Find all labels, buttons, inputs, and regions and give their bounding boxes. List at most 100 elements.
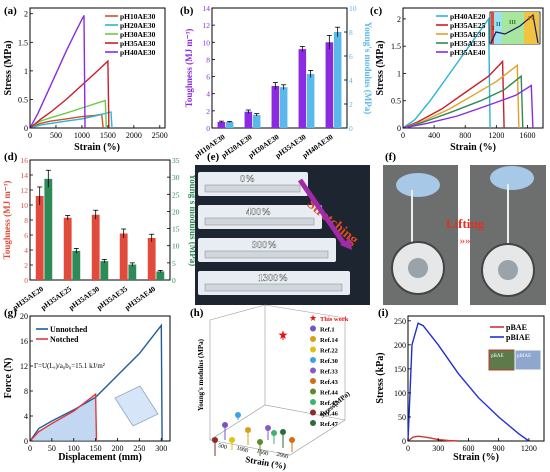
h-legend-marker-5	[310, 367, 316, 374]
b-bar-1-3	[306, 74, 315, 128]
h-legend-marker-2	[310, 336, 316, 342]
panel-c-ticks: 0 400 800 1200 1600 0 0.5 1 1.5 2	[391, 15, 535, 140]
d-ytick-label-6: 12	[21, 186, 29, 195]
h-xtick-3: 2000	[276, 452, 289, 461]
panel-c-ylabel: Stress (MPa)	[375, 40, 386, 95]
h-legend-label-1: Ref.1	[320, 327, 335, 334]
i-xtick-label-4: 1200	[521, 444, 537, 453]
c-xtick-label-4: 1600	[519, 131, 535, 140]
h-xtick-1: 1000	[236, 446, 249, 455]
panel-e-label: (e)	[207, 151, 220, 163]
d-bar-0-2	[91, 214, 100, 280]
panel-i-series	[407, 322, 530, 442]
i-ytick-label-3: 150	[394, 365, 406, 374]
d-bar-1-4	[156, 271, 165, 280]
d-ytick-right-label-0: 0	[172, 276, 176, 285]
a-ytick-label-4: 2	[24, 10, 28, 19]
panel-g-label: (g)	[4, 307, 17, 319]
i-xtick-label-0: 0	[406, 444, 410, 453]
b-ytick-label-4: 8	[206, 55, 210, 64]
g-ytick-label-4: 16	[20, 337, 28, 346]
a-xtick-label-3: 1500	[100, 131, 116, 140]
legend-pbiae: pBIAE	[506, 333, 530, 342]
legend-pbae: pBAE	[506, 323, 527, 332]
panel-a-ylabel: Stress (MPa)	[3, 40, 14, 95]
d-ytick-label-2: 4	[24, 246, 28, 255]
c-ytick-label-4: 2	[397, 15, 401, 24]
panel-h-box	[209, 304, 346, 456]
inset-region-1	[491, 12, 494, 44]
photo-f-hand-left	[396, 173, 440, 197]
b-bar-1-4	[333, 32, 342, 128]
i-ytick-label-5: 250	[394, 317, 406, 326]
inset-label-2: II	[496, 22, 501, 28]
c-legend-label-1: pH35AE25	[450, 21, 486, 30]
b-bar-0-4	[325, 42, 334, 128]
photo-f-lifting: Lifting	[446, 216, 485, 231]
h-point-3	[229, 437, 235, 443]
h-point-10	[280, 429, 286, 435]
c-series-line-1	[402, 59, 505, 129]
d-ytick-right-label-5: 25	[172, 190, 180, 199]
panel-i: (i) 0 300 600 900 1200 0 50 100 150 200 250 pBAE p…	[375, 307, 545, 463]
b-ytick-label-6: 12	[203, 21, 211, 30]
d-ytick-label-4: 8	[24, 216, 28, 225]
g-series-line-1	[29, 392, 98, 442]
h-point-2	[245, 427, 251, 433]
h-point-5	[265, 425, 271, 431]
h-legend-label-8: Ref.45	[320, 400, 339, 407]
inset-photo-pbae-label: pBAE	[491, 354, 504, 359]
panel-i-ticks: 0 300 600 900 1200 0 50 100 150 200 250	[394, 317, 537, 453]
photo-e-label-1: 400%	[246, 207, 271, 218]
panel-c-series	[402, 16, 534, 129]
panel-h-points: ★	[212, 328, 295, 456]
d-bar-0-0	[35, 196, 44, 280]
panel-g-frame	[29, 315, 171, 442]
photo-f-weight-right-hub	[498, 260, 518, 280]
c-legend-label-0: pH40AE20	[450, 12, 486, 21]
h-point-0: ★	[278, 328, 289, 342]
d-ytick-right-label-6: 30	[172, 173, 180, 182]
panel-i-label: (i)	[378, 307, 389, 319]
panel-i-ylabel: Stress (kPa)	[375, 352, 386, 403]
c-xtick-label-3: 1200	[488, 131, 504, 140]
photo-f-arrow: »»	[460, 235, 471, 247]
c-ytick-label-3: 1.5	[391, 42, 401, 51]
i-xtick-label-2: 600	[462, 444, 474, 453]
photo-e-arrow	[297, 178, 348, 247]
d-ytick-label-0: 0	[24, 276, 28, 285]
a-ytick-label-1: 0.5	[18, 95, 28, 104]
panel-a-label: (a)	[4, 5, 17, 17]
g-ytick-label-2: 8	[24, 387, 28, 396]
panel-g: (g) 0 50 100 150 200 250 300 0 4 8 12 16 20 Unnotche…	[3, 307, 171, 463]
h-legend-label-3: Ref.22	[320, 348, 338, 355]
a-legend-label-0: pH10AE30	[120, 12, 156, 21]
i-series-line-0	[407, 435, 459, 442]
c-ytick-label-0: 0	[397, 124, 401, 133]
h-legend-marker-7	[310, 388, 316, 395]
b-bar-1-0	[225, 122, 234, 128]
b-bar-0-3	[298, 49, 307, 129]
c-legend-label-4: pH35AE40	[450, 48, 486, 57]
i-series-line-1	[407, 322, 530, 442]
photo-e-label-2: 900%	[252, 240, 277, 251]
photo-e-label-3: 1300%	[258, 273, 288, 284]
b-ytick-right-label-4: 8	[349, 28, 353, 37]
g-xtick-label-5: 250	[133, 444, 145, 453]
d-ytick-label-3: 6	[24, 231, 28, 240]
h-point-4	[235, 412, 241, 418]
panel-f: (f) Lifting »»	[383, 151, 546, 305]
panel-e: (e) 0%400%900%1300% Stretching	[195, 151, 370, 305]
c-ytick-label-2: 1	[397, 69, 401, 78]
i-xtick-label-3: 900	[493, 444, 505, 453]
g-xtick-label-1: 50	[48, 444, 56, 453]
d-ytick-right-label-3: 15	[172, 225, 180, 234]
a-legend-label-4: pH40AE30	[120, 48, 156, 57]
panel-d-label: (d)	[4, 151, 18, 163]
panel-g-xlabel: Displacement (mm)	[58, 452, 142, 463]
g-ytick-label-5: 20	[20, 312, 28, 321]
c-legend-label-3: pH35AE35	[450, 39, 486, 48]
